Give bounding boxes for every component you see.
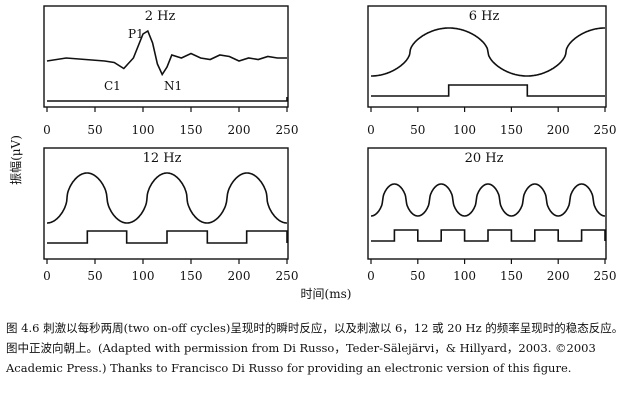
x-axis-ticks: 0 50 100 150 200 250 bbox=[367, 259, 616, 283]
panel-6hz: 6 Hz 0 50 100 150 200 250 bbox=[367, 5, 616, 137]
x-tick-label: 100 bbox=[453, 123, 476, 137]
panel-20hz: 20 Hz 0 50 100 150 200 250 bbox=[367, 147, 616, 283]
x-tick-label: 50 bbox=[410, 123, 425, 137]
figure: 振幅(μV) 2 Hz P1 C1 N1 0 50 100 150 200 250 6 H… bbox=[8, 5, 616, 301]
x-tick-label: 100 bbox=[132, 123, 155, 137]
x-tick-label: 100 bbox=[453, 269, 476, 283]
caption-text: 刺激以每秒两周(two on-off cycles)呈现时的瞬时反应，以及刺激以… bbox=[6, 321, 624, 375]
x-tick-label: 50 bbox=[87, 123, 102, 137]
x-tick-label: 0 bbox=[367, 269, 375, 283]
x-tick-label: 0 bbox=[367, 123, 375, 137]
waveform-line bbox=[371, 183, 605, 217]
x-tick-label: 250 bbox=[276, 123, 299, 137]
x-tick-label: 50 bbox=[87, 269, 102, 283]
panel-title: 20 Hz bbox=[465, 151, 504, 166]
x-tick-label: 200 bbox=[547, 269, 570, 283]
panel-2hz: 2 Hz P1 C1 N1 0 50 100 150 200 250 bbox=[43, 5, 298, 137]
panel-title: 12 Hz bbox=[143, 151, 182, 166]
x-axis-ticks: 0 50 100 150 200 250 bbox=[367, 107, 616, 137]
stimulus-line bbox=[47, 97, 288, 102]
x-tick-label: 250 bbox=[276, 269, 299, 283]
panel-frame bbox=[43, 5, 289, 108]
annotation-n1: N1 bbox=[164, 79, 182, 93]
x-axis-ticks: 0 50 100 150 200 250 bbox=[43, 107, 298, 137]
stimulus-line bbox=[371, 229, 606, 242]
x-tick-label: 200 bbox=[228, 123, 251, 137]
panel-12hz: 12 Hz 0 50 100 150 200 250 bbox=[43, 147, 298, 283]
x-tick-label: 250 bbox=[594, 123, 617, 137]
waveform-line bbox=[46, 29, 287, 77]
x-tick-label: 150 bbox=[180, 269, 203, 283]
x-axis-label: 时间(ms) bbox=[301, 287, 352, 301]
x-tick-label: 50 bbox=[410, 269, 425, 283]
caption-label: 图 4.6 bbox=[6, 321, 40, 335]
panel-frame bbox=[367, 5, 607, 108]
x-tick-label: 200 bbox=[228, 269, 251, 283]
panel-title: 2 Hz bbox=[145, 9, 176, 24]
panel-frame bbox=[43, 147, 289, 260]
x-tick-label: 150 bbox=[500, 123, 523, 137]
annotation-c1: C1 bbox=[104, 79, 121, 93]
panel-title: 6 Hz bbox=[469, 9, 500, 24]
x-axis-ticks: 0 50 100 150 200 250 bbox=[43, 259, 298, 283]
x-tick-label: 100 bbox=[132, 269, 155, 283]
x-tick-label: 200 bbox=[547, 123, 570, 137]
stimulus-line bbox=[371, 84, 605, 97]
waveform-line bbox=[371, 27, 605, 77]
x-tick-label: 150 bbox=[180, 123, 203, 137]
figure-caption: 图 4.6 刺激以每秒两周(two on-off cycles)呈现时的瞬时反应… bbox=[6, 318, 626, 378]
stimulus-line bbox=[47, 230, 288, 244]
annotation-p1: P1 bbox=[128, 27, 144, 41]
panel-frame bbox=[367, 147, 607, 260]
waveform-line bbox=[47, 172, 287, 224]
x-tick-label: 0 bbox=[43, 123, 51, 137]
y-axis-label: 振幅(μV) bbox=[8, 135, 23, 185]
x-tick-label: 250 bbox=[594, 269, 617, 283]
x-tick-label: 0 bbox=[43, 269, 51, 283]
x-tick-label: 150 bbox=[500, 269, 523, 283]
